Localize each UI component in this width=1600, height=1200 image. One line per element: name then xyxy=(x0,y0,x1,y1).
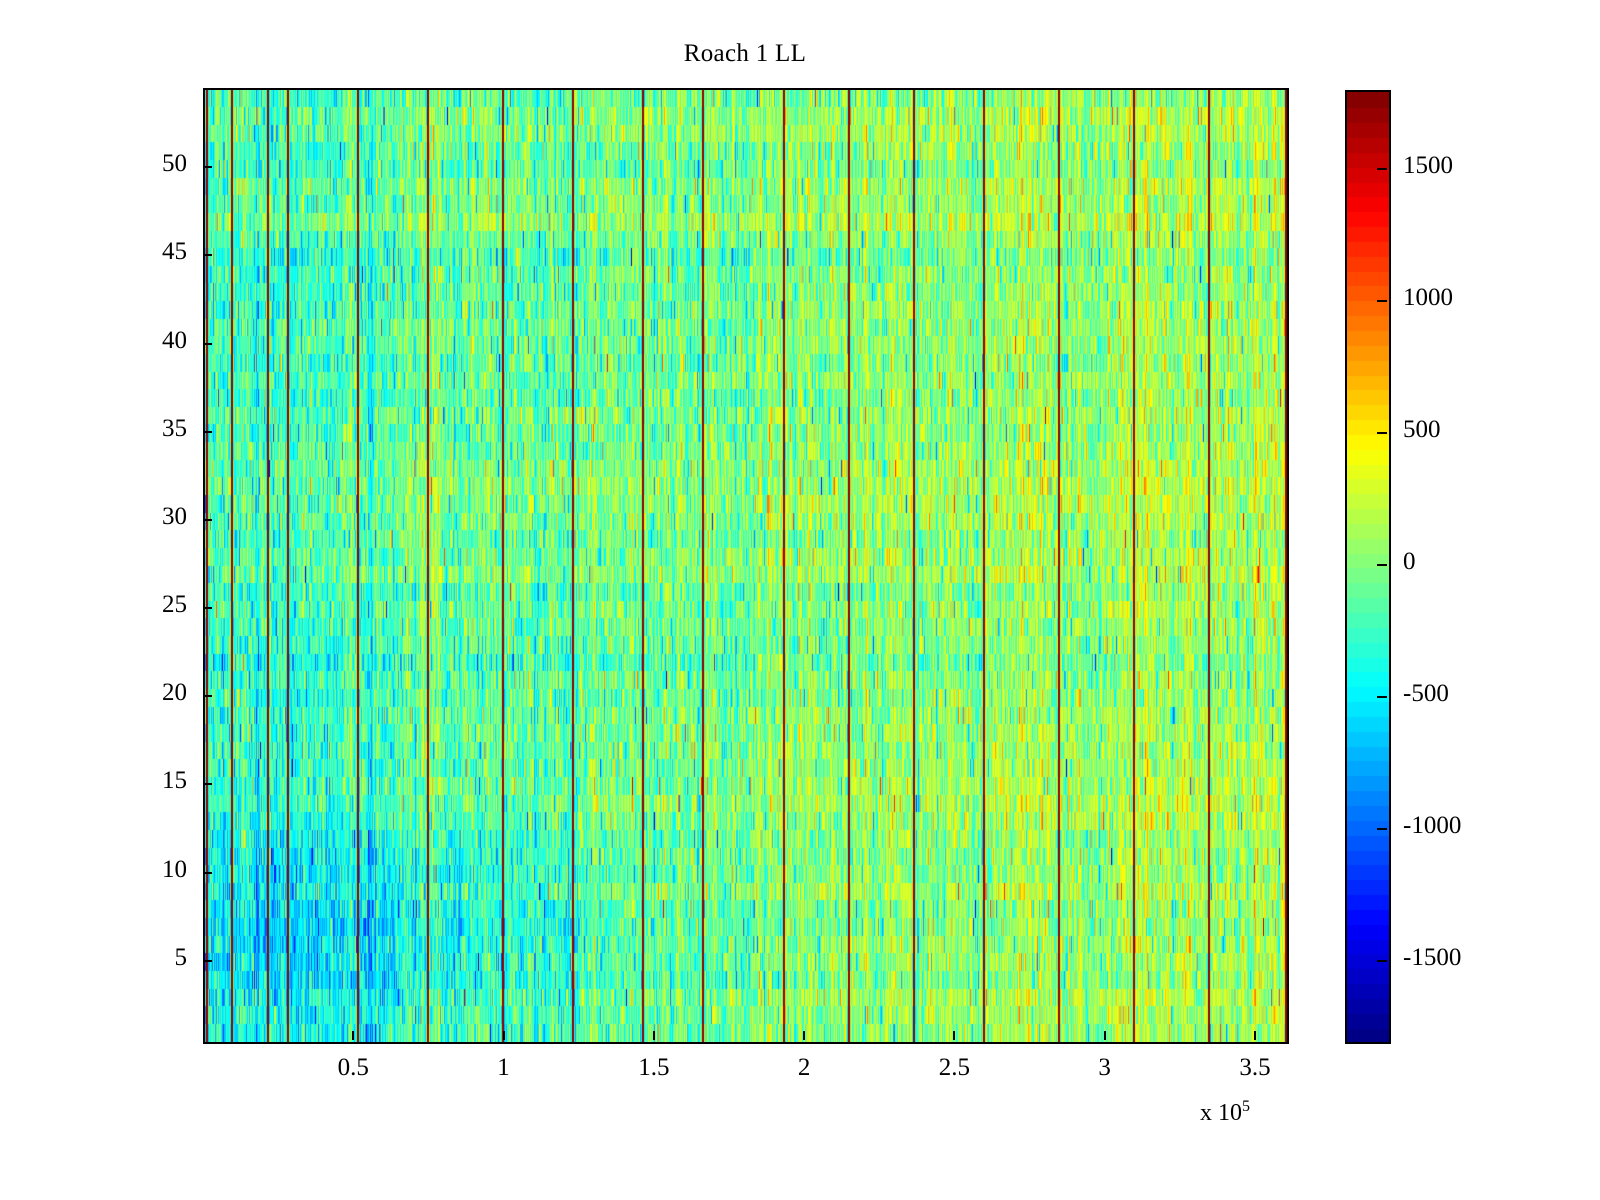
y-tick-mark xyxy=(203,254,212,257)
y-tick-label: 5 xyxy=(174,943,188,971)
x-tick-label: 0.5 xyxy=(337,1054,369,1081)
y-tick-label: 20 xyxy=(162,679,187,707)
heatmap-axes[interactable] xyxy=(203,88,1289,1044)
y-tick-label: 10 xyxy=(162,855,187,883)
colorbar-tick-label: 1500 xyxy=(1403,152,1453,180)
y-tick-mark xyxy=(203,783,212,786)
y-tick-mark xyxy=(203,959,212,962)
y-tick-mark xyxy=(203,342,212,345)
colorbar-tick-mark xyxy=(1377,300,1387,303)
x-tick-mark xyxy=(803,1031,806,1040)
x-tick-mark xyxy=(953,1031,956,1040)
x-tick-mark xyxy=(1103,1031,1106,1040)
y-tick-label: 50 xyxy=(162,150,187,178)
x-tick-label: 1 xyxy=(497,1054,510,1081)
x-tick-label: 1.5 xyxy=(638,1054,670,1081)
x-exponent-mantissa: x 10 xyxy=(1200,1100,1242,1126)
x-tick-mark xyxy=(352,1031,355,1040)
colorbar-tick-label: 500 xyxy=(1403,416,1441,444)
x-tick-mark xyxy=(1253,1031,1256,1040)
x-tick-label: 3 xyxy=(1098,1054,1111,1081)
colorbar-tick-mark xyxy=(1377,168,1387,171)
x-axis-exponent-label: x 105 xyxy=(1200,1098,1250,1127)
colorbar-tick-label: 0 xyxy=(1403,548,1416,575)
y-tick-mark xyxy=(203,871,212,874)
y-tick-mark xyxy=(203,166,212,169)
x-tick-label: 2.5 xyxy=(938,1054,970,1081)
y-tick-label: 30 xyxy=(162,502,187,530)
colorbar-tick-mark xyxy=(1377,959,1387,962)
y-tick-mark xyxy=(203,518,212,521)
y-tick-label: 40 xyxy=(162,326,187,354)
colorbar-tick-mark xyxy=(1377,827,1387,830)
x-tick-mark xyxy=(502,1031,505,1040)
colorbar-tick-label: -1500 xyxy=(1403,943,1462,971)
page-title: Roach 1 LL xyxy=(683,40,807,67)
colorbar-tick-mark xyxy=(1377,432,1387,435)
colorbar-tick-label: 1000 xyxy=(1403,284,1453,312)
y-tick-label: 35 xyxy=(162,414,187,442)
colorbar-tick-label: -500 xyxy=(1403,679,1449,707)
colorbar-gradient xyxy=(1347,92,1389,1042)
colorbar-tick-mark xyxy=(1377,695,1387,698)
y-tick-label: 25 xyxy=(162,591,187,619)
y-tick-mark xyxy=(203,695,212,698)
colorbar-tick-mark xyxy=(1377,564,1387,566)
colorbar[interactable] xyxy=(1345,90,1391,1044)
x-tick-label: 3.5 xyxy=(1239,1054,1271,1081)
x-exponent-power: 5 xyxy=(1242,1098,1250,1115)
colorbar-tick-label: -1000 xyxy=(1403,811,1462,839)
heatmap-image xyxy=(205,90,1287,1042)
y-tick-label: 15 xyxy=(162,767,187,795)
y-tick-label: 45 xyxy=(162,238,187,266)
x-tick-mark xyxy=(652,1031,655,1040)
y-tick-mark xyxy=(203,430,212,433)
x-tick-label: 2 xyxy=(797,1054,811,1081)
y-tick-mark xyxy=(203,607,212,610)
